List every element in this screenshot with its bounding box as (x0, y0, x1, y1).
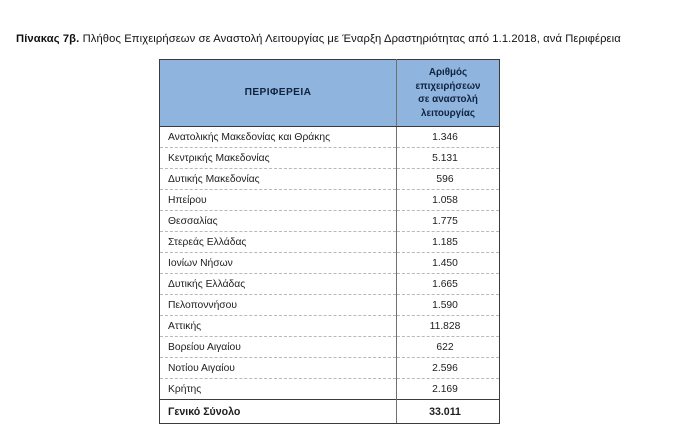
table-caption-label: Πίνακας 7β. (16, 33, 80, 45)
regions-suspended-businesses-table: ΠΕΡΙΦΕΡΕΙΑ Αριθμός επιχειρήσεων σε αναστ… (159, 59, 500, 424)
cell-region: Θεσσαλίας (159, 210, 397, 232)
table-row: Κρήτης 2.169 (159, 378, 500, 400)
cell-region: Αττικής (159, 315, 397, 337)
cell-count: 1.185 (396, 231, 500, 253)
cell-region: Κεντρικής Μακεδονίας (159, 147, 397, 169)
cell-region: Πελοποννήσου (159, 294, 397, 316)
cell-count: 2.596 (396, 357, 500, 379)
cell-region: Δυτικής Μακεδονίας (159, 168, 397, 190)
table-row: Αττικής 11.828 (159, 315, 500, 337)
cell-region: Ανατολικής Μακεδονίας και Θράκης (159, 126, 397, 148)
cell-region: Νοτίου Αιγαίου (159, 357, 397, 379)
table-row: Βορείου Αιγαίου 622 (159, 336, 500, 358)
cell-count: 1.346 (396, 126, 500, 148)
cell-region: Στερεάς Ελλάδας (159, 231, 397, 253)
table-body: Ανατολικής Μακεδονίας και Θράκης 1.346 Κ… (159, 126, 500, 424)
cell-count: 1.590 (396, 294, 500, 316)
column-header-region: ΠΕΡΙΦΕΡΕΙΑ (159, 59, 397, 127)
cell-region: Ηπείρου (159, 189, 397, 211)
cell-count: 2.169 (396, 378, 500, 400)
cell-region: Βορείου Αιγαίου (159, 336, 397, 358)
cell-count: 11.828 (396, 315, 500, 337)
table-row: Δυτικής Μακεδονίας 596 (159, 168, 500, 190)
table-container: ΠΕΡΙΦΕΡΕΙΑ Αριθμός επιχειρήσεων σε αναστ… (159, 59, 500, 424)
column-header-count-line1: Αριθμός επιχειρήσεων (415, 67, 481, 92)
cell-count: 596 (396, 168, 500, 190)
column-header-count-line3: λειτουργίας (421, 107, 475, 119)
table-header-row: ΠΕΡΙΦΕΡΕΙΑ Αριθμός επιχειρήσεων σε αναστ… (159, 59, 500, 127)
table-row: Δυτικής Ελλάδας 1.665 (159, 273, 500, 295)
table-header: ΠΕΡΙΦΕΡΕΙΑ Αριθμός επιχειρήσεων σε αναστ… (159, 59, 500, 127)
cell-count: 622 (396, 336, 500, 358)
cell-count: 1.450 (396, 252, 500, 274)
table-row: Ηπείρου 1.058 (159, 189, 500, 211)
cell-region: Δυτικής Ελλάδας (159, 273, 397, 295)
table-row: Νοτίου Αιγαίου 2.596 (159, 357, 500, 379)
table-row: Ανατολικής Μακεδονίας και Θράκης 1.346 (159, 126, 500, 148)
cell-count: 1.665 (396, 273, 500, 295)
column-header-count: Αριθμός επιχειρήσεων σε αναστολή λειτουρ… (396, 59, 500, 127)
cell-count: 5.131 (396, 147, 500, 169)
cell-total-label: Γενικό Σύνολο (159, 399, 397, 424)
table-row: Στερεάς Ελλάδας 1.185 (159, 231, 500, 253)
cell-total-count: 33.011 (396, 399, 500, 424)
table-row: Ιονίων Νήσων 1.450 (159, 252, 500, 274)
table-total-row: Γενικό Σύνολο 33.011 (159, 399, 500, 424)
table-caption-text: Πλήθος Επιχειρήσεων σε Αναστολή Λειτουργ… (79, 33, 621, 45)
table-row: Πελοποννήσου 1.590 (159, 294, 500, 316)
column-header-count-line2: σε αναστολή (418, 94, 478, 105)
table-row: Κεντρικής Μακεδονίας 5.131 (159, 147, 500, 169)
table-caption: Πίνακας 7β. Πλήθος Επιχειρήσεων σε Αναστ… (16, 32, 676, 47)
cell-count: 1.058 (396, 189, 500, 211)
table-row: Θεσσαλίας 1.775 (159, 210, 500, 232)
cell-region: Κρήτης (159, 378, 397, 400)
cell-count: 1.775 (396, 210, 500, 232)
cell-region: Ιονίων Νήσων (159, 252, 397, 274)
